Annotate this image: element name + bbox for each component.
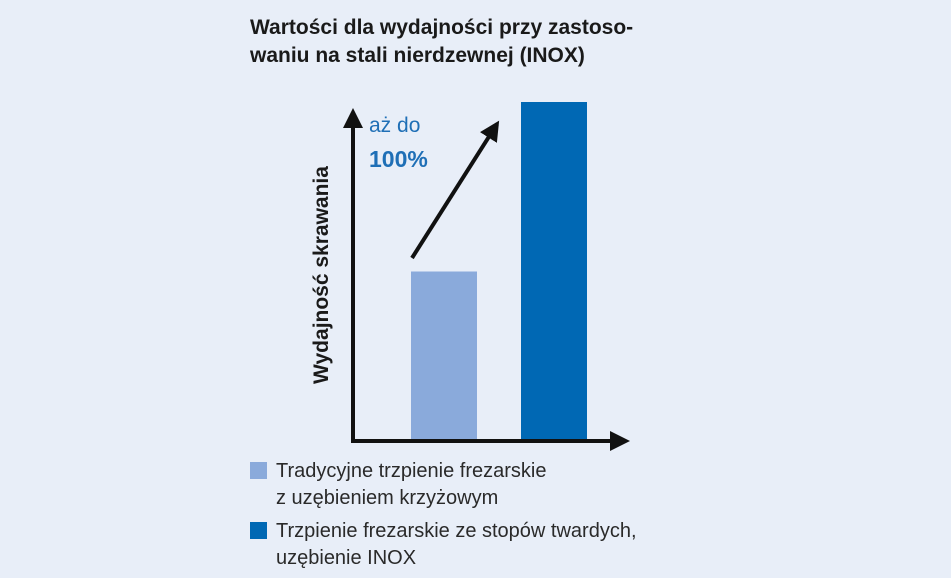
- chart-title: Wartości dla wydajności przy zastoso- wa…: [250, 14, 690, 70]
- chart-title-line-1: Wartości dla wydajności przy zastoso-: [250, 16, 634, 39]
- legend-item-inox: Trzpienie frezarskie ze stopów twardych,…: [250, 518, 637, 572]
- legend-label-line: Tradycyjne trzpienie frezarskie: [276, 460, 547, 482]
- legend-item-traditional: Tradycyjne trzpienie frezarskie z uzębie…: [250, 458, 637, 512]
- legend-label-line: Trzpienie frezarskie ze stopów twardych,: [276, 520, 637, 542]
- bars-group: [411, 102, 587, 441]
- annotation-value: 100%: [369, 146, 428, 172]
- legend-label-line: uzębienie INOX: [276, 547, 417, 569]
- chart-title-line-2: waniu na stali nierdzewnej (INOX): [250, 44, 585, 67]
- legend-swatch-traditional: [250, 462, 267, 479]
- y-axis-label-text: Wydajność skrawania: [310, 166, 333, 384]
- legend-swatch-inox: [250, 522, 267, 539]
- bar-traditional: [411, 271, 477, 441]
- legend-label-line: z uzębieniem krzyżowym: [276, 487, 499, 509]
- legend: Tradycyjne trzpienie frezarskie z uzębie…: [250, 458, 637, 578]
- annotation-prefix: aż do: [369, 114, 421, 137]
- trend-arrow: [410, 120, 500, 260]
- bar-inox: [521, 102, 587, 441]
